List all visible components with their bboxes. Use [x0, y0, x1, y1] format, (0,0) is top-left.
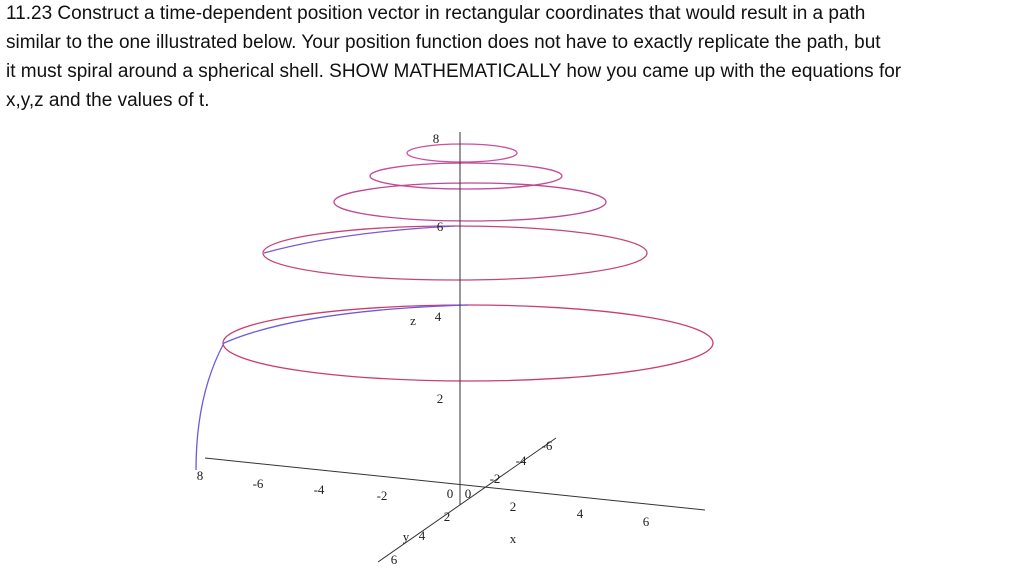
axis-label: 2 — [510, 499, 517, 514]
axis-label: 8 — [433, 131, 440, 146]
axis-label: 6 — [437, 219, 444, 234]
axis-label: 0 — [447, 486, 454, 501]
spiral-ring — [406, 143, 518, 163]
axis-label: 4 — [419, 528, 426, 543]
axis-label: x — [510, 531, 517, 546]
axis-label: 2 — [444, 509, 451, 524]
spiral-ring — [222, 304, 714, 382]
spiral-arc — [223, 304, 469, 344]
axis-label: 4 — [435, 309, 442, 324]
axis-label: -6 — [542, 438, 553, 453]
axis-label: 6 — [391, 552, 398, 567]
spiral-ring — [333, 182, 607, 222]
spiral — [195, 143, 714, 471]
problem-line: 11.23 Construct a time-dependent positio… — [6, 3, 866, 24]
problem-line: similar to the one illustrated below. Yo… — [6, 32, 881, 53]
spiral-arc — [263, 225, 456, 254]
axis-label: -6 — [253, 476, 264, 491]
axis-label: -2 — [490, 471, 501, 486]
axis-label: 8 — [197, 468, 204, 483]
spiral-ring — [369, 162, 563, 190]
axis-label: y — [403, 529, 410, 544]
problem-line: x,y,z and the values of t. — [6, 90, 210, 111]
axis-label: -4 — [516, 453, 527, 468]
axis-label: 4 — [577, 506, 584, 521]
spiral-tail — [195, 342, 225, 471]
axis-label: 0 — [465, 486, 472, 501]
problem-line: it must spiral around a spherical shell.… — [6, 61, 902, 82]
axis-label: 2 — [437, 391, 444, 406]
y-axis — [377, 437, 557, 563]
axis-label: 6 — [643, 514, 650, 529]
axes — [204, 132, 706, 563]
axis-label: -4 — [314, 482, 325, 497]
spiral-ring — [262, 225, 648, 281]
axis-label: -2 — [377, 488, 388, 503]
x-axis — [204, 457, 706, 511]
axis-label: z — [410, 313, 416, 328]
